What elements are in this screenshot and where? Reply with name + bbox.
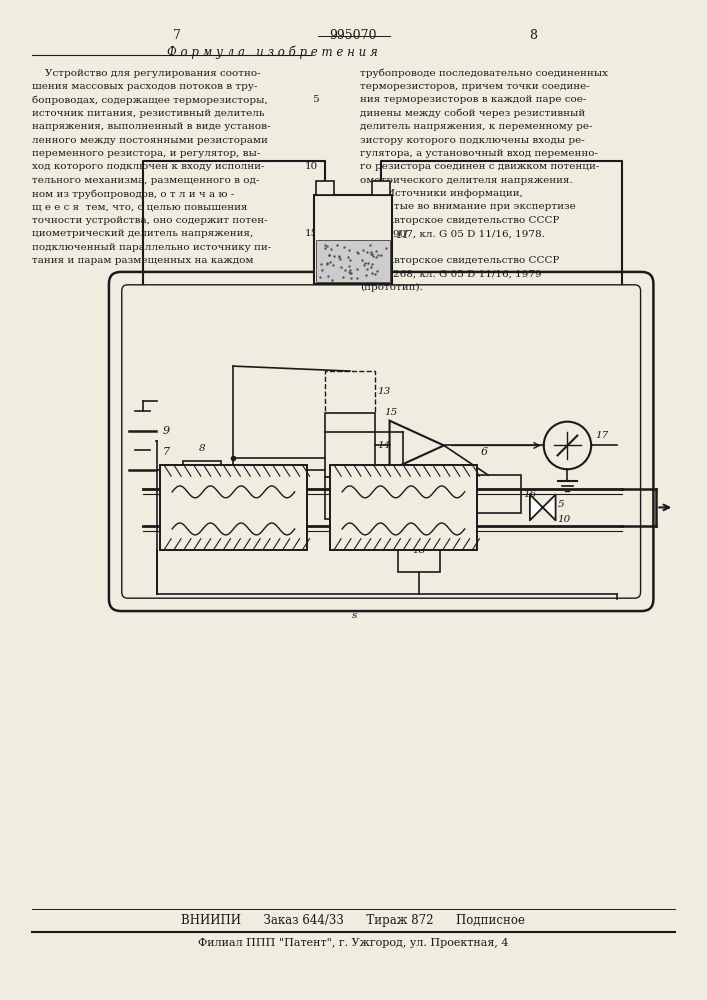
Bar [330,465,477,550]
Text: 5: 5 [558,500,564,509]
Bar [317,181,334,195]
Bar [325,371,375,413]
Text: 3: 3 [225,469,232,478]
Text: ленного между постоянными резисторами: ленного между постоянными резисторами [32,136,268,145]
Text: Ф о р м у л а   и з о б р е т е н и я: Ф о р м у л а и з о б р е т е н и я [168,46,378,59]
Bar [160,465,307,550]
Text: 13: 13 [378,387,391,396]
Bar [399,518,440,572]
Text: циометрический делитель напряжения,: циометрический делитель напряжения, [32,229,253,238]
Text: ход которого подключен к входу исполни-: ход которого подключен к входу исполни- [32,162,264,171]
Text: источник питания, резистивный делитель: источник питания, резистивный делитель [32,109,264,118]
Text: 7: 7 [173,29,181,42]
Text: напряжения, выполненный в виде установ-: напряжения, выполненный в виде установ- [32,122,270,131]
Text: 15: 15 [385,408,398,417]
Text: 8: 8 [199,444,205,453]
Text: ВНИИПИ      Заказ 644/33      Тираж 872      Подписное: ВНИИПИ Заказ 644/33 Тираж 872 Подписное [181,914,525,927]
Text: 995070: 995070 [329,29,377,42]
Polygon shape [530,495,556,520]
Text: Источники информации,: Источники информации, [360,189,522,198]
Text: 4: 4 [395,469,402,478]
Text: динены между собой через резистивный: динены между собой через резистивный [360,109,585,118]
Text: точности устройства, оно содержит потен-: точности устройства, оно содержит потен- [32,216,267,225]
Text: 2. Авторское свидетельство СССР: 2. Авторское свидетельство СССР [360,256,559,265]
Text: шения массовых расходов потоков в тру-: шения массовых расходов потоков в тру- [32,82,257,91]
Text: терморезисторов, причем точки соедине-: терморезисторов, причем точки соедине- [360,82,590,91]
Text: 1. Авторское свидетельство СССР: 1. Авторское свидетельство СССР [360,216,559,225]
Text: № 619907, кл. G 05 D 11/16, 1978.: № 619907, кл. G 05 D 11/16, 1978. [360,229,545,238]
Text: 18: 18 [413,546,426,555]
Text: (прототип).: (прототип). [360,283,423,292]
Circle shape [544,422,591,469]
Text: 17: 17 [595,431,608,440]
Text: зистору которого подключены входы ре-: зистору которого подключены входы ре- [360,136,585,145]
Text: 16: 16 [523,490,536,499]
Bar [372,181,390,195]
Text: гулятора, а установочный вход переменно-: гулятора, а установочный вход переменно- [360,149,598,158]
Text: 1: 1 [225,540,232,549]
Text: 7: 7 [163,447,170,457]
Text: 10: 10 [305,162,318,171]
Polygon shape [390,421,444,470]
Text: 9: 9 [163,426,170,436]
Text: 10: 10 [558,515,571,524]
Text: бопроводах, содержащее терморезисторы,: бопроводах, содержащее терморезисторы, [32,95,267,105]
Text: ометрического делителя напряжения.: ометрического делителя напряжения. [360,176,573,185]
Text: 6: 6 [481,447,488,457]
Text: Филиал ППП "Патент", г. Ужгород, ул. Проектная, 4: Филиал ППП "Патент", г. Ужгород, ул. Про… [198,938,508,948]
Text: трубопроводе последовательно соединенных: трубопроводе последовательно соединенных [360,69,608,78]
Text: переменного резистора, и регулятор, вы-: переменного резистора, и регулятор, вы- [32,149,260,158]
Text: s: s [352,611,358,620]
Text: ния терморезисторов в каждой паре сое-: ния терморезисторов в каждой паре сое- [360,95,586,104]
Text: +: + [345,529,356,542]
Text: делитель напряжения, к переменному ре-: делитель напряжения, к переменному ре- [360,122,592,131]
Text: 12: 12 [378,494,391,503]
Text: ном из трубопроводов, о т л и ч а ю -: ном из трубопроводов, о т л и ч а ю - [32,189,234,199]
Text: тельного механизма, размещенного в од-: тельного механизма, размещенного в од- [32,176,259,185]
Text: тания и парам размещенных на каждом: тания и парам размещенных на каждом [32,256,253,265]
Text: 14: 14 [378,441,391,450]
Text: 2: 2 [395,540,402,549]
Bar [317,240,390,282]
Text: Устройство для регулирования соотно-: Устройство для регулирования соотно- [32,69,260,78]
Text: подключенный параллельно источнику пи-: подключенный параллельно источнику пи- [32,243,271,252]
Text: 5: 5 [312,95,318,104]
Text: 8: 8 [529,29,537,42]
Text: 11: 11 [395,230,410,240]
Text: 15: 15 [305,229,318,238]
Text: щ е е с я  тем, что, с целью повышения: щ е е с я тем, что, с целью повышения [32,202,247,211]
Bar [457,475,521,513]
Text: принятые во внимание при экспертизе: принятые во внимание при экспертизе [360,202,575,211]
Text: № 805268, кл. G 05 D 11/16, 1979: № 805268, кл. G 05 D 11/16, 1979 [360,269,542,278]
Bar [183,461,221,479]
Bar [325,477,375,519]
Bar [315,195,392,284]
Text: го резистора соединен с движком потенци-: го резистора соединен с движком потенци- [360,162,600,171]
Bar [325,413,375,477]
